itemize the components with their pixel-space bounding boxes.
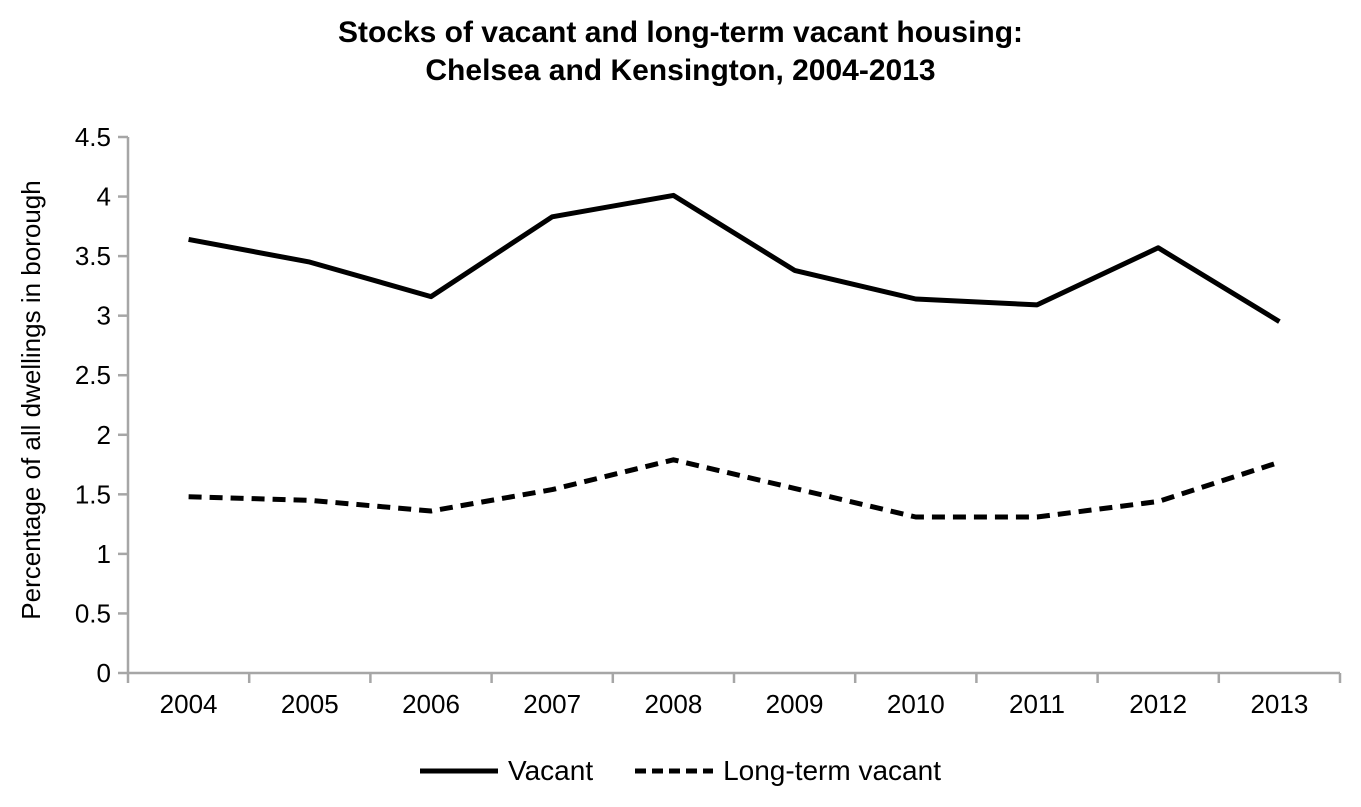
y-tick-label: 1.5	[75, 479, 111, 509]
x-tick-label: 2013	[1250, 689, 1308, 719]
legend-dashed-line-swatch	[635, 768, 714, 774]
legend-item-vacant: Vacant	[420, 755, 593, 787]
y-tick-label: 0	[97, 658, 111, 688]
series-line-long-term-vacant	[188, 457, 1281, 520]
y-tick-label: 1	[97, 539, 111, 569]
y-tick-label: 4.5	[75, 122, 111, 152]
y-tick-label: 3	[97, 301, 111, 331]
x-tick-label: 2008	[644, 689, 702, 719]
legend-solid-line-swatch	[420, 768, 498, 774]
chart-title-line-2: Chelsea and Kensington, 2004-2013	[425, 54, 936, 87]
legend-item-long-term-vacant: Long-term vacant	[635, 755, 941, 787]
x-tick-label: 2004	[160, 689, 218, 719]
y-tick-label: 2	[97, 420, 111, 450]
x-tick-label: 2009	[766, 689, 824, 719]
y-tick-label: 0.5	[75, 598, 111, 628]
x-tick-label: 2010	[887, 689, 945, 719]
y-tick-label: 2.5	[75, 360, 111, 390]
x-tick-label: 2005	[281, 689, 339, 719]
x-tick-label: 2007	[523, 689, 581, 719]
y-tick-label: 3.5	[75, 241, 111, 271]
x-tick-label: 2012	[1129, 689, 1187, 719]
y-tick-label: 4	[97, 182, 111, 212]
chart-title: Stocks of vacant and long-term vacant ho…	[0, 14, 1361, 90]
chart-title-line-1: Stocks of vacant and long-term vacant ho…	[337, 16, 1024, 49]
x-tick-label: 2011	[1009, 689, 1065, 719]
legend-label-vacant: Vacant	[508, 755, 594, 786]
chart-legend: Vacant Long-term vacant	[0, 750, 1361, 792]
legend-label-long-term-vacant: Long-term vacant	[723, 755, 941, 786]
x-tick-label: 2006	[402, 689, 460, 719]
series-line-vacant	[188, 192, 1281, 324]
